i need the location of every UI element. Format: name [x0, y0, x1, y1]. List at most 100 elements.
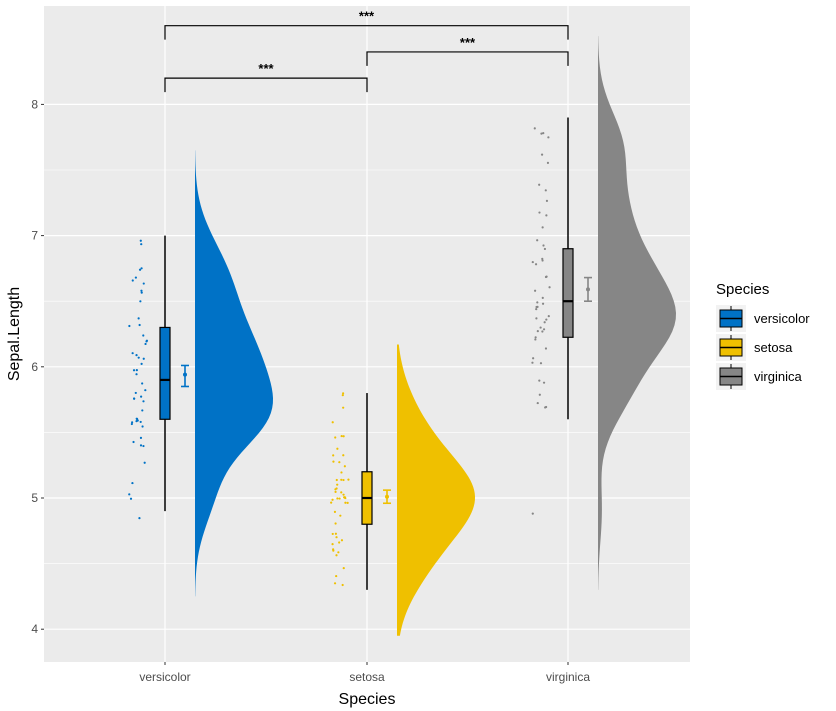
data-point [342, 478, 345, 482]
data-point [540, 153, 544, 156]
data-point [138, 517, 141, 520]
data-point [536, 239, 539, 242]
data-point [542, 244, 545, 247]
data-point [132, 440, 135, 444]
data-point [332, 454, 335, 457]
data-point [140, 267, 143, 270]
data-point [335, 536, 338, 539]
data-point [131, 421, 134, 424]
x-tick-label: virginica [546, 670, 590, 684]
significance-label: *** [258, 61, 274, 76]
data-point [533, 127, 536, 130]
data-point [334, 488, 337, 491]
y-tick-label: 4 [31, 622, 38, 636]
data-point [134, 276, 137, 279]
data-point [545, 214, 548, 217]
data-point [531, 361, 534, 364]
data-point [135, 373, 138, 376]
data-point [130, 422, 133, 426]
data-point [541, 330, 544, 333]
data-point [534, 336, 537, 339]
data-point [134, 391, 137, 395]
data-point [547, 315, 550, 318]
data-point [341, 583, 344, 587]
data-point [140, 243, 143, 246]
box-versicolor [159, 326, 171, 420]
data-point [539, 362, 543, 365]
data-point [139, 436, 143, 439]
data-point [544, 189, 547, 192]
data-point [335, 574, 338, 578]
data-point [331, 498, 334, 501]
data-point [541, 226, 544, 229]
data-point [543, 321, 546, 324]
x-axis: versicolor setosa virginica [139, 662, 590, 684]
data-point [340, 434, 343, 438]
data-point [545, 199, 549, 202]
data-point [342, 567, 345, 570]
x-axis-title: Species [339, 691, 396, 708]
data-point [142, 400, 145, 403]
data-point [338, 541, 341, 544]
data-point [541, 257, 544, 260]
data-point [141, 382, 144, 385]
data-point [139, 239, 142, 242]
significance-bracket [164, 25, 569, 40]
data-point [543, 247, 547, 251]
legend-label-virginica: virginica [754, 369, 802, 384]
data-point [342, 406, 345, 409]
data-point [140, 291, 143, 294]
legend: Species versicolor setosa virginica [716, 281, 810, 390]
data-point [538, 379, 541, 382]
data-point [534, 338, 537, 341]
y-tick-label: 6 [31, 360, 38, 374]
data-point [338, 497, 341, 500]
data-point [142, 282, 145, 285]
y-tick-label: 8 [31, 97, 38, 111]
data-point [145, 339, 149, 342]
data-point [131, 352, 134, 355]
legend-title: Species [716, 281, 769, 298]
data-point [128, 324, 131, 328]
y-axis-title: Sepal.Length [6, 287, 23, 381]
data-point [342, 454, 345, 457]
data-point [344, 501, 347, 504]
data-point [535, 317, 538, 320]
data-point [334, 532, 337, 535]
data-point [131, 279, 134, 282]
data-point [544, 275, 548, 279]
data-point [330, 501, 333, 504]
data-point [144, 389, 147, 392]
data-point [331, 532, 334, 536]
data-point [538, 211, 541, 214]
data-point [139, 300, 142, 303]
data-point [336, 497, 339, 500]
data-point [141, 425, 144, 428]
significance-label: *** [359, 9, 375, 24]
data-point [541, 296, 544, 299]
y-tick-label: 5 [31, 491, 38, 505]
significance-bracket [164, 77, 368, 93]
data-point [538, 393, 541, 396]
data-point [340, 539, 344, 542]
data-point [339, 514, 342, 517]
data-point [531, 260, 534, 264]
data-point [335, 554, 338, 557]
y-axis: 4 5 6 7 8 [31, 97, 44, 636]
mean-point [183, 372, 187, 377]
data-point [546, 161, 550, 165]
data-point [544, 406, 547, 409]
data-point [536, 301, 539, 304]
x-tick-label: setosa [349, 670, 385, 684]
data-point [346, 501, 349, 504]
data-point [538, 183, 541, 186]
data-point [338, 461, 341, 464]
data-point [536, 401, 539, 405]
data-point [340, 471, 343, 474]
data-point [337, 551, 340, 554]
data-point [333, 582, 337, 585]
data-point [534, 263, 538, 266]
data-point [531, 512, 534, 515]
data-point [142, 444, 145, 448]
